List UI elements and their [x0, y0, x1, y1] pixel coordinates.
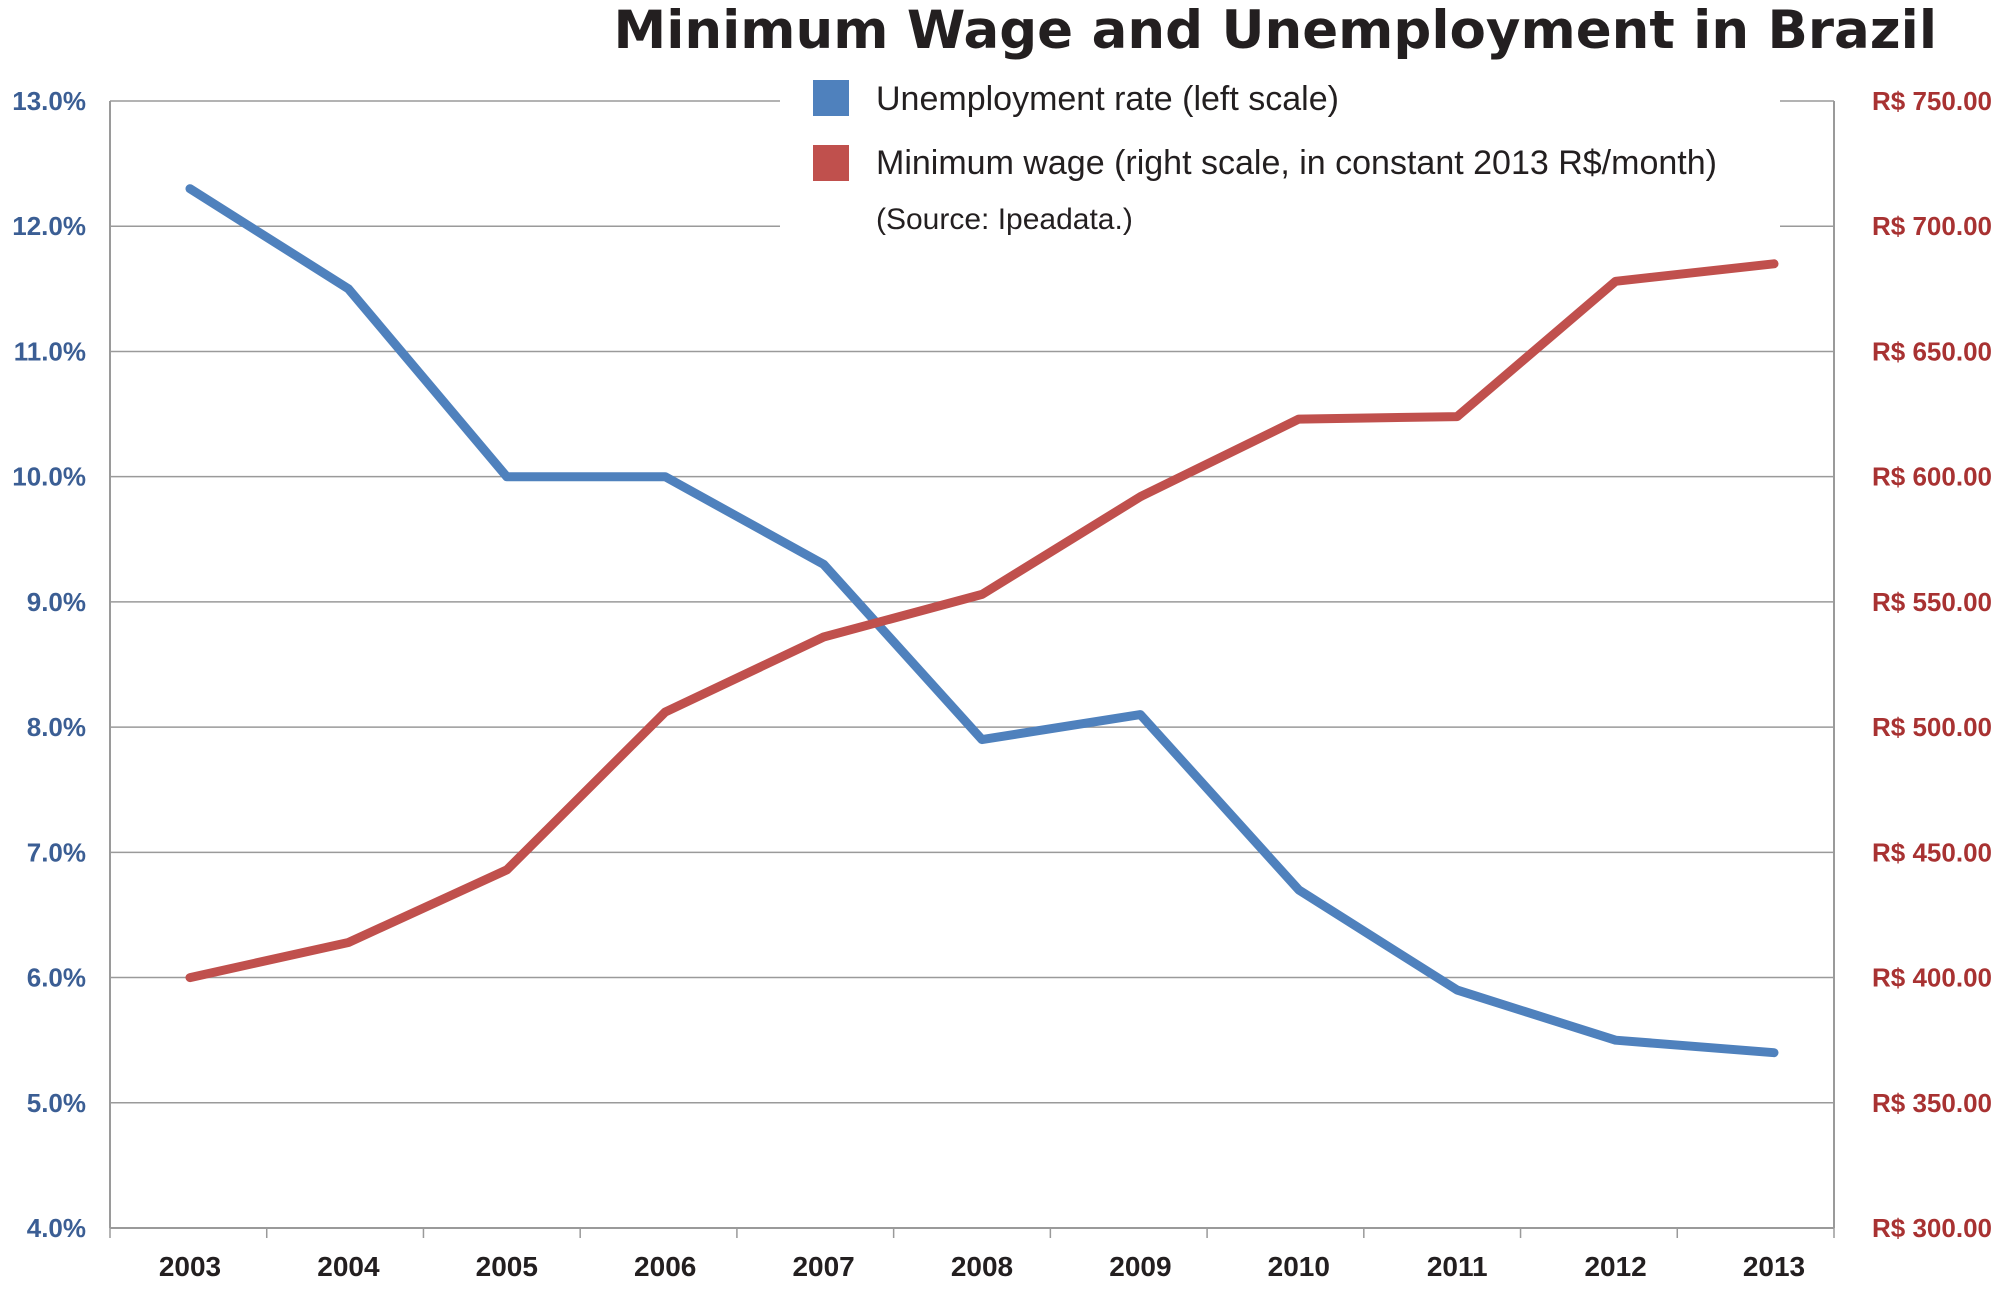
x-tick-label: 2006 — [634, 1251, 696, 1282]
x-axis-ticks: 2003 2004 2005 2006 2007 2008 2009 2010 2011 2012… — [109, 1228, 1835, 1282]
minimum-wage-line — [185, 259, 1779, 983]
left-tick-label: 10.0% — [12, 462, 86, 492]
left-tick-label: 12.0% — [12, 211, 86, 241]
right-tick-label: R$ 600.00 — [1872, 462, 1992, 492]
unemployment-rate-line — [185, 184, 1779, 1058]
chart-title: Minimum Wage and Unemployment in Brazil — [613, 0, 1937, 61]
left-tick-label: 7.0% — [27, 837, 86, 867]
source-note: (Source: Ipeadata.) — [876, 203, 1133, 236]
left-tick-label: 11.0% — [14, 336, 86, 366]
gridlines — [110, 100, 1834, 1229]
right-axis-ticks: R$ 750.00 R$ 700.00 R$ 650.00 R$ 600.00 R$ 5… — [1872, 86, 1992, 1243]
x-tick-label: 2005 — [476, 1251, 538, 1282]
x-tick-label: 2008 — [951, 1251, 1013, 1282]
x-tick-label: 2013 — [1743, 1251, 1805, 1282]
right-tick-label: R$ 450.00 — [1872, 837, 1992, 867]
x-tick-label: 2012 — [1584, 1251, 1646, 1282]
legend: Unemployment rate (left scale) Minimum w… — [813, 80, 1717, 236]
legend-background — [780, 70, 1780, 250]
legend-swatch-wage — [813, 145, 849, 181]
legend-swatch-unemployment — [813, 80, 849, 116]
series-lines — [185, 184, 1779, 1058]
left-tick-label: 4.0% — [27, 1213, 86, 1243]
x-tick-label: 2007 — [792, 1251, 854, 1282]
right-tick-label: R$ 550.00 — [1872, 587, 1992, 617]
left-tick-label: 13.0% — [12, 86, 86, 116]
right-tick-label: R$ 650.00 — [1872, 336, 1992, 366]
left-axis-ticks: 13.0% 12.0% 11.0% 10.0% 9.0% 8.0% 7.0% 6.0% 5.0%… — [12, 86, 86, 1243]
x-tick-label: 2004 — [317, 1251, 380, 1282]
left-tick-label: 8.0% — [27, 712, 86, 742]
x-tick-label: 2010 — [1268, 1251, 1330, 1282]
right-tick-label: R$ 700.00 — [1872, 211, 1992, 241]
right-tick-label: R$ 500.00 — [1872, 712, 1992, 742]
legend-label-wage: Minimum wage (right scale, in constant 2… — [876, 144, 1717, 182]
right-tick-label: R$ 300.00 — [1872, 1213, 1992, 1243]
left-tick-label: 5.0% — [27, 1088, 86, 1118]
legend-label-unemployment: Unemployment rate (left scale) — [876, 80, 1339, 118]
right-tick-label: R$ 750.00 — [1872, 86, 1992, 116]
left-tick-label: 6.0% — [27, 963, 86, 993]
x-tick-label: 2011 — [1427, 1251, 1488, 1282]
left-tick-label: 9.0% — [27, 587, 86, 617]
right-tick-label: R$ 400.00 — [1872, 963, 1992, 993]
right-tick-label: R$ 350.00 — [1872, 1088, 1992, 1118]
x-tick-label: 2009 — [1109, 1251, 1171, 1282]
x-tick-label: 2003 — [159, 1251, 221, 1282]
